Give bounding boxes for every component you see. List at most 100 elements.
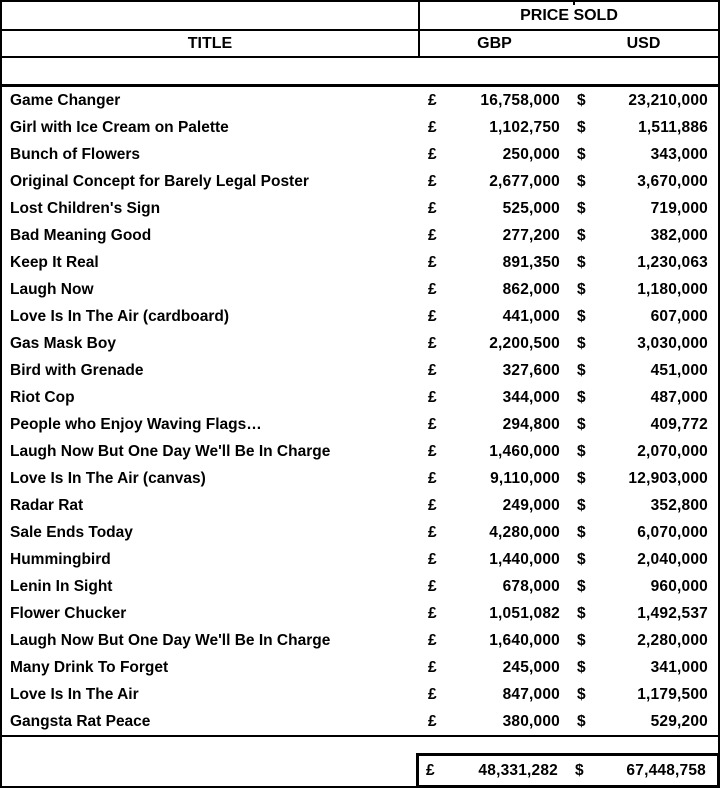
usd-symbol-cell[interactable]: $ <box>577 334 586 352</box>
gbp-value-cell[interactable]: 525,000 <box>502 199 560 217</box>
usd-symbol-cell[interactable]: $ <box>577 577 586 595</box>
title-cell[interactable]: Game Changer <box>10 91 121 109</box>
title-cell[interactable]: People who Enjoy Waving Flags… <box>10 415 262 433</box>
usd-symbol-cell[interactable]: $ <box>577 361 586 379</box>
title-cell[interactable]: Love Is In The Air <box>10 685 139 703</box>
usd-value-cell[interactable]: 1,179,500 <box>637 685 708 703</box>
gbp-symbol-cell[interactable]: £ <box>428 469 437 487</box>
gbp-value-cell[interactable]: 277,200 <box>502 226 560 244</box>
gbp-symbol-cell[interactable]: £ <box>428 361 437 379</box>
gbp-symbol-cell[interactable]: £ <box>428 631 437 649</box>
usd-symbol-cell[interactable]: $ <box>577 685 586 703</box>
usd-value-cell[interactable]: 2,040,000 <box>637 550 708 568</box>
usd-value-cell[interactable]: 341,000 <box>650 658 708 676</box>
usd-symbol-cell[interactable]: $ <box>577 496 586 514</box>
usd-value-cell[interactable]: 487,000 <box>650 388 708 406</box>
usd-symbol-cell[interactable]: $ <box>577 199 586 217</box>
gbp-symbol-cell[interactable]: £ <box>428 118 437 136</box>
usd-value-cell[interactable]: 6,070,000 <box>637 523 708 541</box>
gbp-symbol-cell[interactable]: £ <box>428 604 437 622</box>
gbp-value-cell[interactable]: 294,800 <box>502 415 560 433</box>
usd-symbol-cell[interactable]: $ <box>577 145 586 163</box>
gbp-value-cell[interactable]: 1,102,750 <box>489 118 560 136</box>
gbp-symbol-cell[interactable]: £ <box>428 334 437 352</box>
title-cell[interactable]: Girl with Ice Cream on Palette <box>10 118 229 136</box>
usd-symbol-cell[interactable]: $ <box>577 631 586 649</box>
gbp-value-cell[interactable]: 1,460,000 <box>489 442 560 460</box>
gbp-symbol-cell[interactable]: £ <box>428 307 437 325</box>
usd-value-cell[interactable]: 1,180,000 <box>637 280 708 298</box>
usd-value-cell[interactable]: 451,000 <box>650 361 708 379</box>
usd-value-cell[interactable]: 3,030,000 <box>637 334 708 352</box>
title-cell[interactable]: Keep It Real <box>10 253 99 271</box>
gbp-symbol-cell[interactable]: £ <box>428 523 437 541</box>
gbp-value-cell[interactable]: 344,000 <box>502 388 560 406</box>
total-usd-symbol-cell[interactable]: $ <box>575 761 584 779</box>
title-cell[interactable]: Lenin In Sight <box>10 577 113 595</box>
title-cell[interactable]: Laugh Now <box>10 280 94 298</box>
gbp-symbol-cell[interactable]: £ <box>428 226 437 244</box>
usd-value-cell[interactable]: 409,772 <box>650 415 708 433</box>
usd-symbol-cell[interactable]: $ <box>577 415 586 433</box>
header-gbp-cell[interactable]: GBP <box>420 31 569 56</box>
usd-symbol-cell[interactable]: $ <box>577 172 586 190</box>
gbp-value-cell[interactable]: 847,000 <box>502 685 560 703</box>
title-cell[interactable]: Love Is In The Air (cardboard) <box>10 307 230 325</box>
gbp-symbol-cell[interactable]: £ <box>428 550 437 568</box>
usd-value-cell[interactable]: 2,280,000 <box>637 631 708 649</box>
usd-value-cell[interactable]: 960,000 <box>650 577 708 595</box>
total-usd-value-cell[interactable]: 67,448,758 <box>626 761 706 779</box>
title-cell[interactable]: Gangsta Rat Peace <box>10 712 151 730</box>
title-cell[interactable]: Many Drink To Forget <box>10 658 169 676</box>
title-cell[interactable]: Lost Children's Sign <box>10 199 161 217</box>
title-cell[interactable]: Laugh Now But One Day We'll Be In Charge <box>10 631 331 649</box>
usd-value-cell[interactable]: 343,000 <box>650 145 708 163</box>
gbp-symbol-cell[interactable]: £ <box>428 253 437 271</box>
usd-symbol-cell[interactable]: $ <box>577 253 586 271</box>
gbp-symbol-cell[interactable]: £ <box>428 280 437 298</box>
title-cell[interactable]: Bad Meaning Good <box>10 226 152 244</box>
gbp-symbol-cell[interactable]: £ <box>428 199 437 217</box>
spacer-row[interactable] <box>2 58 718 87</box>
title-cell[interactable]: Hummingbird <box>10 550 111 568</box>
gbp-symbol-cell[interactable]: £ <box>428 388 437 406</box>
title-cell[interactable]: Radar Rat <box>10 496 84 514</box>
usd-value-cell[interactable]: 12,903,000 <box>628 469 708 487</box>
gbp-value-cell[interactable]: 16,758,000 <box>480 91 560 109</box>
title-cell[interactable]: Riot Cop <box>10 388 75 406</box>
usd-symbol-cell[interactable]: $ <box>577 388 586 406</box>
gbp-symbol-cell[interactable]: £ <box>428 712 437 730</box>
gbp-value-cell[interactable]: 2,200,500 <box>489 334 560 352</box>
usd-value-cell[interactable]: 1,230,063 <box>637 253 708 271</box>
gbp-symbol-cell[interactable]: £ <box>428 415 437 433</box>
gbp-symbol-cell[interactable]: £ <box>428 172 437 190</box>
title-cell[interactable]: Gas Mask Boy <box>10 334 116 352</box>
title-cell[interactable]: Bunch of Flowers <box>10 145 141 163</box>
gbp-value-cell[interactable]: 1,440,000 <box>489 550 560 568</box>
usd-value-cell[interactable]: 352,800 <box>650 496 708 514</box>
usd-value-cell[interactable]: 529,200 <box>650 712 708 730</box>
header-empty-cell[interactable] <box>2 2 418 29</box>
usd-symbol-cell[interactable]: $ <box>577 442 586 460</box>
usd-value-cell[interactable]: 719,000 <box>650 199 708 217</box>
usd-symbol-cell[interactable]: $ <box>577 523 586 541</box>
title-cell[interactable]: Sale Ends Today <box>10 523 133 541</box>
usd-value-cell[interactable]: 382,000 <box>650 226 708 244</box>
gbp-value-cell[interactable]: 2,677,000 <box>489 172 560 190</box>
total-gbp-symbol-cell[interactable]: £ <box>426 761 435 779</box>
gbp-value-cell[interactable]: 1,640,000 <box>489 631 560 649</box>
gbp-value-cell[interactable]: 441,000 <box>502 307 560 325</box>
gbp-value-cell[interactable]: 249,000 <box>502 496 560 514</box>
title-cell[interactable]: Flower Chucker <box>10 604 127 622</box>
usd-symbol-cell[interactable]: $ <box>577 658 586 676</box>
usd-value-cell[interactable]: 1,511,886 <box>638 118 708 136</box>
usd-value-cell[interactable]: 2,070,000 <box>637 442 708 460</box>
gbp-symbol-cell[interactable]: £ <box>428 496 437 514</box>
gbp-value-cell[interactable]: 862,000 <box>502 280 560 298</box>
usd-symbol-cell[interactable]: $ <box>577 118 586 136</box>
header-usd-cell[interactable]: USD <box>569 31 718 56</box>
gbp-symbol-cell[interactable]: £ <box>428 577 437 595</box>
gbp-value-cell[interactable]: 9,110,000 <box>490 469 560 487</box>
usd-symbol-cell[interactable]: $ <box>577 280 586 298</box>
gbp-value-cell[interactable]: 380,000 <box>502 712 560 730</box>
